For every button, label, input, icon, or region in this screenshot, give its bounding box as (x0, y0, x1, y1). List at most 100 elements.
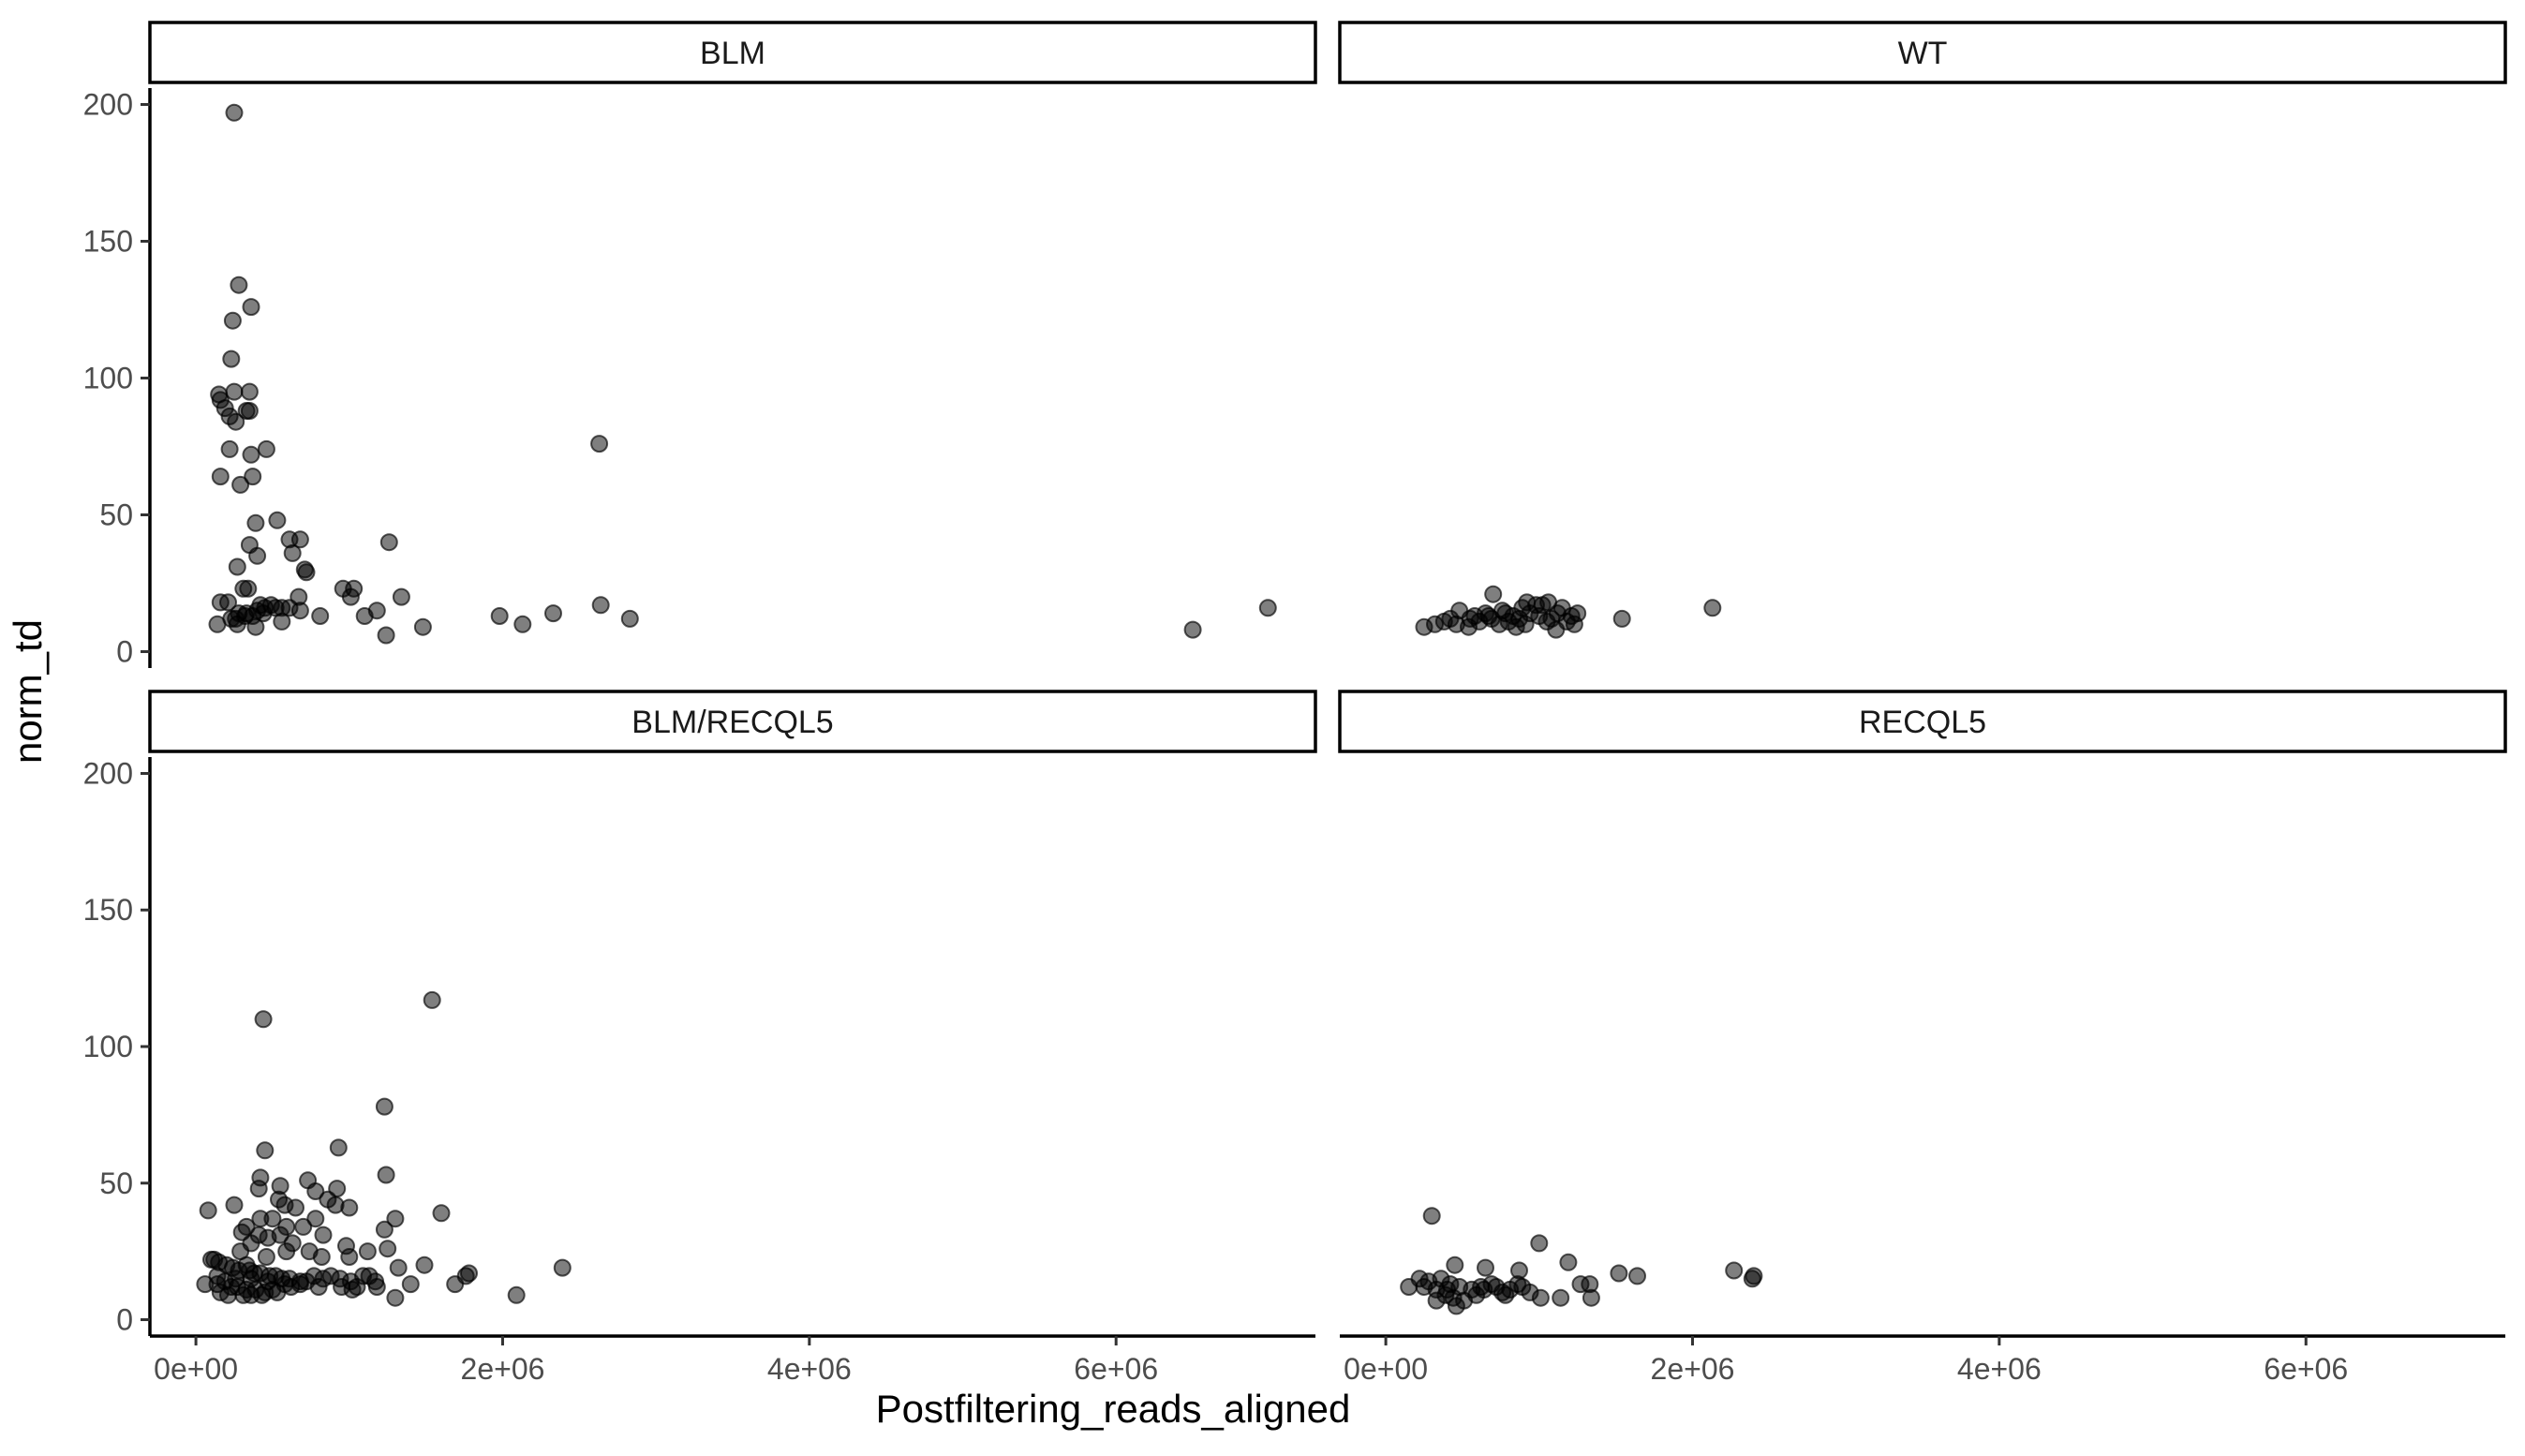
x-tick-label: 6e+06 (2264, 1352, 2348, 1386)
facet-strip (1338, 690, 2507, 753)
data-point (256, 1141, 275, 1160)
data-point (341, 587, 360, 606)
data-point (340, 1198, 359, 1217)
data-point (225, 1196, 244, 1214)
data-point (1422, 1207, 1441, 1226)
data-point (263, 1210, 282, 1228)
data-point (386, 1288, 405, 1307)
data-point (348, 1278, 366, 1296)
data-point (377, 1166, 395, 1184)
data-point (591, 596, 610, 615)
y-axis-ticks: 0 50 100 150 200 (83, 756, 150, 1337)
data-point (1447, 1297, 1465, 1315)
data-point (223, 311, 242, 330)
x-tick-label: 2e+06 (461, 1352, 545, 1386)
data-point (248, 546, 267, 565)
data-point (225, 103, 244, 122)
x-tick-label: 0e+00 (154, 1352, 238, 1386)
facet-strip-label: BLM (700, 36, 765, 71)
data-point (1559, 1253, 1578, 1271)
data-point (254, 1010, 273, 1029)
data-point (312, 1248, 331, 1266)
x-tick-label: 2e+06 (1651, 1352, 1735, 1386)
data-point (1703, 599, 1722, 617)
data-point (246, 617, 265, 636)
y-tick-label: 0 (116, 1303, 133, 1337)
facet-strip-label: WT (1898, 36, 1948, 71)
data-point (513, 615, 532, 633)
data-point (290, 602, 309, 620)
data-point (1582, 1288, 1600, 1307)
data-point (1552, 1288, 1570, 1307)
data-point (219, 1285, 237, 1304)
data-point (1496, 604, 1515, 623)
data-point (401, 1275, 420, 1294)
data-point (271, 1226, 290, 1244)
data-point (544, 604, 562, 623)
y-tick-label: 50 (99, 498, 133, 531)
data-point (294, 1217, 313, 1236)
y-tick-label: 100 (83, 362, 133, 395)
y-tick-label: 100 (83, 1030, 133, 1063)
x-tick-label: 4e+06 (767, 1352, 852, 1386)
data-point (244, 468, 262, 486)
data-point (415, 1255, 434, 1274)
data-point (1531, 1288, 1550, 1307)
data-point (329, 1138, 348, 1157)
data-point (275, 1275, 294, 1294)
facet-panel-blm: BLM 0 50 100 150 200 (83, 21, 1317, 668)
data-point (1479, 607, 1498, 625)
data-point (432, 1204, 451, 1223)
data-point (1725, 1261, 1744, 1280)
data-point (290, 1275, 309, 1294)
data-point (242, 298, 260, 317)
data-point (1415, 1278, 1433, 1296)
x-axis-ticks: 0e+00 2e+06 4e+06 6e+06 (154, 1336, 1158, 1386)
data-point (423, 990, 441, 1009)
data-point (379, 1240, 397, 1258)
points-layer (208, 103, 1277, 645)
data-point (257, 439, 275, 458)
data-point (208, 615, 227, 633)
data-point (297, 563, 316, 582)
data-point (446, 1275, 465, 1294)
data-point (283, 543, 302, 562)
points-layer (1415, 585, 1722, 639)
data-point (230, 275, 248, 294)
data-point (242, 445, 260, 464)
y-axis-ticks: 0 50 100 150 200 (83, 88, 150, 668)
data-point (287, 1198, 304, 1217)
data-point (1446, 1255, 1464, 1274)
points-layer (196, 990, 572, 1307)
x-tick-label: 4e+06 (1957, 1352, 2042, 1386)
data-point (228, 615, 246, 633)
x-tick-label: 6e+06 (1074, 1352, 1158, 1386)
x-tick-label: 0e+00 (1344, 1352, 1428, 1386)
data-point (273, 612, 291, 631)
data-point (1475, 1280, 1493, 1299)
data-point (208, 1267, 227, 1285)
data-point (1258, 599, 1277, 617)
data-point (268, 511, 287, 529)
y-tick-label: 50 (99, 1166, 133, 1200)
data-point (309, 1278, 328, 1296)
facet-panel-recql5: RECQL5 0e+00 2e+06 4e+06 6e+06 (1338, 690, 2507, 1386)
data-point (1530, 1234, 1549, 1253)
data-point (225, 382, 244, 401)
data-point (1508, 1275, 1527, 1294)
data-point (290, 530, 309, 549)
facet-strip (148, 21, 1317, 84)
y-tick-label: 150 (83, 225, 133, 259)
y-tick-label: 150 (83, 893, 133, 927)
data-point (257, 1248, 275, 1266)
data-point (219, 593, 237, 612)
facet-panel-blm-recql5: BLM/RECQL5 0 50 100 150 200 0e+00 2e+06 4e+06 6… (83, 690, 1317, 1386)
data-point (227, 412, 245, 431)
data-point (237, 402, 256, 420)
data-point (553, 1258, 572, 1277)
data-point (306, 1182, 325, 1200)
data-point (231, 475, 250, 494)
data-point (306, 1210, 325, 1228)
facet-strip-label: BLM/RECQL5 (631, 705, 833, 740)
